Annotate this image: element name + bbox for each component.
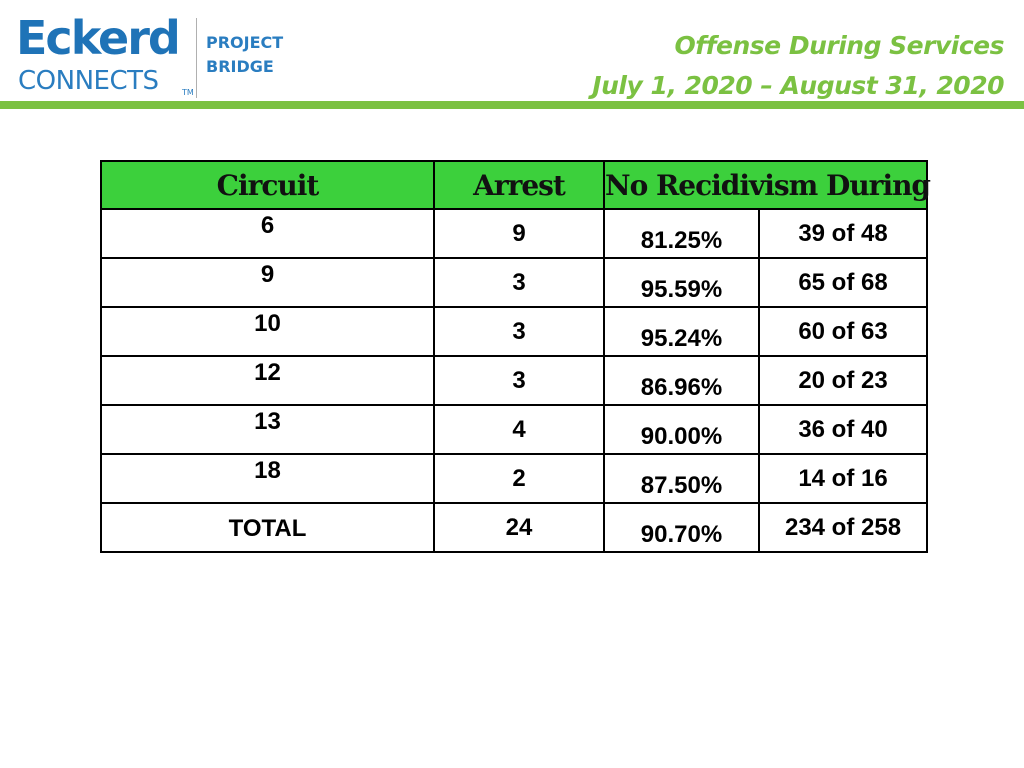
table-row: 9 3 95.59% 65 of 68: [100, 257, 929, 308]
cell-count: 39 of 48: [757, 208, 929, 259]
table-row: 18 2 87.50% 14 of 16: [100, 453, 929, 504]
cell-circuit: 9: [100, 257, 435, 308]
cell-percent: 87.50%: [603, 453, 760, 504]
column-header-arrest: Arrest: [433, 160, 605, 210]
cell-percent: 95.59%: [603, 257, 760, 308]
column-header-circuit: Circuit: [100, 160, 435, 210]
cell-arrest: 4: [433, 404, 605, 455]
cell-count: 14 of 16: [757, 453, 929, 504]
header-rule: [0, 101, 1024, 109]
cell-circuit: 6: [100, 208, 435, 259]
cell-percent: 95.24%: [603, 306, 760, 357]
cell-arrest: 9: [433, 208, 605, 259]
logo-trademark: TM: [182, 88, 194, 97]
table-row: 6 9 81.25% 39 of 48: [100, 208, 929, 259]
slide-title-line1: Offense During Services: [674, 31, 1005, 60]
column-header-no-recidivism: No Recidivism During: [602, 160, 931, 210]
cell-arrest: 2: [433, 453, 605, 504]
cell-circuit: 12: [100, 355, 435, 406]
cell-circuit: 13: [100, 404, 435, 455]
cell-circuit: 10: [100, 306, 435, 357]
cell-percent: 81.25%: [603, 208, 760, 259]
table-row: 10 3 95.24% 60 of 63: [100, 306, 929, 357]
slide-title-line2: July 1, 2020 – August 31, 2020: [592, 71, 1004, 100]
table-row: 12 3 86.96% 20 of 23: [100, 355, 929, 406]
cell-percent: 90.00%: [603, 404, 760, 455]
cell-percent: 86.96%: [603, 355, 760, 406]
cell-arrest: 3: [433, 306, 605, 357]
cell-count: 60 of 63: [757, 306, 929, 357]
table-total-row: TOTAL 24 90.70% 234 of 258: [100, 502, 929, 553]
logo-divider: [196, 18, 197, 98]
table-row: 13 4 90.00% 36 of 40: [100, 404, 929, 455]
cell-total-count: 234 of 258: [757, 502, 929, 553]
recidivism-table: Circuit Arrest No Recidivism During 6 9 …: [100, 160, 931, 553]
logo-program-line2: BRIDGE: [206, 57, 274, 76]
cell-circuit: 18: [100, 453, 435, 504]
cell-total-percent: 90.70%: [603, 502, 760, 553]
logo-brand-bottom: CONNECTS: [18, 66, 159, 96]
logo-brand-top: Eckerd: [16, 11, 181, 65]
cell-arrest: 3: [433, 355, 605, 406]
cell-total-label: TOTAL: [100, 502, 435, 553]
cell-count: 65 of 68: [757, 257, 929, 308]
table-header-row: Circuit Arrest No Recidivism During: [100, 160, 931, 210]
cell-total-arrest: 24: [433, 502, 605, 553]
cell-arrest: 3: [433, 257, 605, 308]
cell-count: 36 of 40: [757, 404, 929, 455]
eckerd-connects-logo: Eckerd CONNECTS TM PROJECT BRIDGE: [16, 14, 316, 100]
logo-program-line1: PROJECT: [206, 33, 284, 52]
slide-title: Offense During Services July 1, 2020 – A…: [592, 26, 1004, 106]
cell-count: 20 of 23: [757, 355, 929, 406]
